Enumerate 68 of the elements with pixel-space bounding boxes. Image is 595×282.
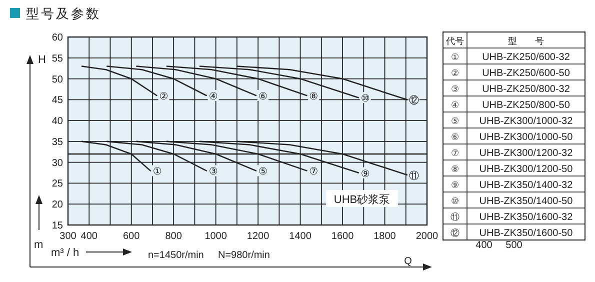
series-label: ⑩ xyxy=(360,94,370,105)
x-tick-label: 1800 xyxy=(374,231,396,242)
y-axis-title: H xyxy=(38,54,46,66)
y-tick-label: 25 xyxy=(52,178,64,190)
x-tick-label: 300 xyxy=(60,231,77,242)
text: UHB-ZK350/1600-32 xyxy=(479,212,574,223)
x-tick-label: 600 xyxy=(123,231,140,242)
text: UHB-ZK250/600-50 xyxy=(482,68,570,79)
text: UHB-ZK350/1600-50 xyxy=(479,228,574,239)
series-label: ⑤ xyxy=(258,166,268,178)
y-tick-label: 50 xyxy=(52,74,64,86)
text: ③ xyxy=(450,85,460,95)
text: UHB-ZK350/1400-32 xyxy=(479,180,574,191)
text: ⑨ xyxy=(450,181,460,191)
series-label: ⑪ xyxy=(408,170,419,182)
text: UHB-ZK300/1000-50 xyxy=(479,132,574,143)
text: UHB-ZK350/1400-50 xyxy=(479,196,574,207)
y-tick-label: 30 xyxy=(52,158,64,169)
x-tick-label: 2000 xyxy=(416,231,439,242)
x-tick-label: 800 xyxy=(165,231,182,242)
x-tick-label: 400 xyxy=(80,231,98,242)
text: ⑥ xyxy=(450,133,460,143)
text: n=1450r/min xyxy=(148,250,204,261)
text: UHB-ZK300/1000-32 xyxy=(479,116,574,127)
text: UHB-ZK250/600-32 xyxy=(482,52,570,63)
series-label: ⑨ xyxy=(360,168,370,180)
y-tick-label: 55 xyxy=(52,53,64,64)
series-label: ⑧ xyxy=(309,91,318,102)
text: ② xyxy=(450,69,460,79)
text: ⑤ xyxy=(450,117,460,127)
text: UHB-ZK300/1200-32 xyxy=(479,148,574,159)
text: 500 xyxy=(506,240,523,251)
text: ④ xyxy=(450,101,460,111)
text: UHB-ZK250/800-50 xyxy=(482,100,570,111)
series-label: ④ xyxy=(208,91,218,102)
series-label: ⑫ xyxy=(408,94,419,107)
text: 400 xyxy=(476,240,493,251)
text: ⑩ xyxy=(450,197,460,207)
y-tick-label: 15 xyxy=(52,220,64,232)
series-label: ① xyxy=(152,166,162,178)
text: ① xyxy=(450,53,460,63)
text: 代号 xyxy=(445,36,464,46)
series-label: ③ xyxy=(208,166,218,178)
chart-title: 型号及参数 xyxy=(26,6,101,21)
x-tick-label: 1000 xyxy=(204,231,228,242)
x-tick-label: 1600 xyxy=(331,231,354,242)
text: ⑦ xyxy=(450,149,460,159)
y-tick-label: 40 xyxy=(52,116,64,128)
y-tick-label: 35 xyxy=(52,136,64,148)
text: ⑪ xyxy=(450,213,460,223)
y-tick-label: 60 xyxy=(52,32,64,44)
series-label: ② xyxy=(159,91,168,102)
x-tick-label: 1200 xyxy=(246,231,270,242)
text: m³ / h xyxy=(51,247,80,259)
y-tick-label: 45 xyxy=(52,95,64,106)
text: UHB-ZK250/800-32 xyxy=(482,84,570,95)
text: N=980r/min xyxy=(218,250,270,261)
text: ⑫ xyxy=(450,229,460,239)
series-label: ⑦ xyxy=(309,166,318,178)
series-label: ⑥ xyxy=(258,91,268,102)
text: UHB-ZK300/1200-50 xyxy=(479,164,574,175)
y-tick-label: 20 xyxy=(52,200,64,211)
text: m xyxy=(34,239,44,251)
x-axis-title: Q xyxy=(404,256,412,267)
x-tick-label: 1400 xyxy=(289,231,312,242)
text: ⑧ xyxy=(450,165,460,175)
annotation: UHB砂浆泵 xyxy=(334,193,390,206)
text: 型 号 xyxy=(508,36,544,46)
